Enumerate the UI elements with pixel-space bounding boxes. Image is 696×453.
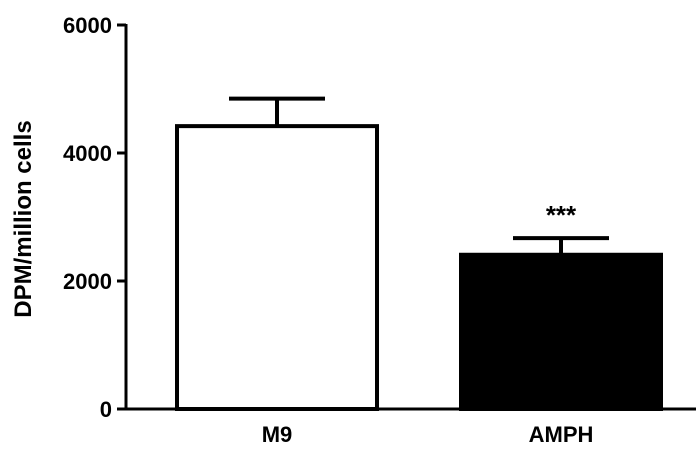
y-tick-label-2000: 2000	[63, 269, 112, 294]
bar-amph	[461, 255, 661, 409]
bars-layer	[177, 126, 661, 409]
significance-labels: ***	[546, 200, 577, 230]
x-tick-label-m9: M9	[262, 422, 293, 447]
y-ticks: 0 2000 4000 6000	[63, 13, 126, 422]
y-axis-label: DPM/million cells	[10, 120, 37, 317]
y-tick-label-6000: 6000	[63, 13, 112, 38]
x-tick-labels: M9 AMPH	[262, 422, 594, 447]
bar-m9	[177, 126, 377, 409]
x-tick-label-amph: AMPH	[529, 422, 594, 447]
y-tick-label-0: 0	[100, 397, 112, 422]
y-tick-label-4000: 4000	[63, 141, 112, 166]
significance-amph: ***	[546, 200, 577, 230]
